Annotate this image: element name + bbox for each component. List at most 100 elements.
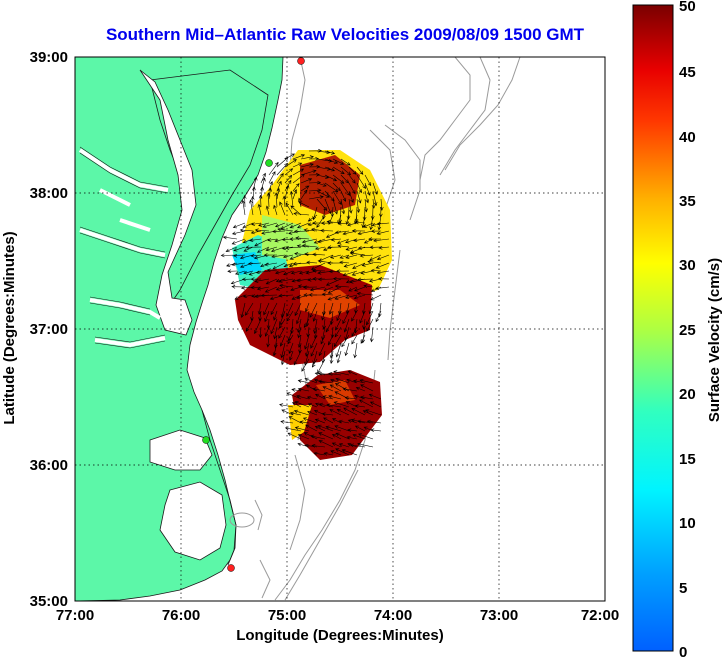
velocity-arrow — [351, 334, 358, 345]
velocity-arrow — [276, 187, 281, 200]
velocity-arrow — [335, 377, 350, 384]
velocity-arrow — [306, 260, 318, 265]
velocity-arrow — [310, 342, 318, 357]
velocity-arrow — [272, 229, 286, 234]
velocity-arrow — [307, 403, 318, 408]
velocity-arrow — [301, 238, 318, 244]
velocity-arrow — [354, 425, 366, 432]
velocity-arrow — [308, 188, 322, 193]
velocity-arrow — [368, 393, 382, 400]
velocity-arrow — [332, 158, 345, 165]
velocity-arrow — [345, 294, 358, 299]
velocity-arrow — [282, 195, 287, 208]
velocity-arrow — [332, 190, 342, 205]
velocity-arrow — [348, 182, 356, 195]
velocity-arrow — [359, 254, 374, 258]
velocity-arrow — [338, 419, 350, 424]
x-axis-label: Longitude (Degrees:Minutes) — [236, 627, 444, 644]
x-tick-label: 72:00 — [581, 607, 619, 624]
velocity-arrow — [303, 318, 310, 328]
x-tick-label: 77:00 — [56, 607, 94, 624]
velocity-arrow — [368, 278, 382, 283]
velocity-arrow — [352, 433, 366, 440]
velocity-arrow — [257, 203, 262, 216]
velocity-arrow — [325, 318, 334, 333]
velocity-arrow — [231, 262, 246, 267]
velocity-arrow — [357, 419, 374, 424]
velocity-arrow — [256, 246, 270, 253]
velocity-arrow — [320, 221, 334, 225]
velocity-arrow — [334, 425, 350, 432]
velocity-arrow — [363, 238, 374, 244]
velocity-arrow — [292, 183, 300, 192]
velocity-arrow — [286, 392, 302, 400]
colorbar-tick: 15 — [679, 451, 696, 468]
velocity-arrow — [335, 318, 342, 331]
velocity-arrow — [305, 384, 318, 392]
velocity-arrow — [252, 176, 258, 192]
velocity-arrow — [375, 286, 390, 291]
velocity-arrow — [311, 358, 318, 368]
velocity-arrow — [356, 166, 364, 175]
velocity-arrow — [342, 387, 358, 392]
velocity-arrow — [334, 294, 350, 300]
velocity-arrow — [354, 404, 366, 408]
velocity-arrow — [327, 261, 342, 265]
velocity-arrows — [220, 148, 390, 456]
velocity-arrow — [278, 318, 286, 329]
colorbar-tick: 10 — [679, 515, 696, 532]
velocity-arrow — [296, 222, 310, 229]
colorbar-tick: 0 — [679, 644, 687, 659]
velocity-arrow — [327, 294, 342, 301]
velocity-arrow — [361, 262, 374, 267]
site-marker — [265, 159, 273, 167]
velocity-arrow — [308, 157, 320, 161]
velocity-arrow — [284, 174, 293, 184]
velocity-arrow — [258, 222, 270, 227]
velocity-arrow — [300, 163, 314, 168]
velocity-arrow — [296, 310, 302, 325]
velocity-arrow — [322, 395, 334, 400]
velocity-arrow — [276, 157, 289, 168]
velocity-arrow — [286, 302, 294, 317]
velocity-arrow — [255, 270, 270, 275]
velocity-arrow — [323, 417, 334, 424]
velocity-arrow — [376, 222, 390, 226]
velocity-arrow — [280, 350, 286, 366]
velocity-arrow — [336, 238, 350, 244]
velocity-arrow — [316, 182, 327, 187]
velocity-arrow — [253, 254, 270, 260]
velocity-arrow — [321, 412, 334, 416]
velocity-arrow — [335, 432, 350, 440]
x-tick-label: 73:00 — [480, 607, 518, 624]
chart-title: Southern Mid–Atlantic Raw Velocities 200… — [106, 25, 585, 44]
velocity-arrow — [310, 434, 326, 440]
velocity-arrow — [258, 194, 263, 208]
velocity-arrow — [312, 206, 318, 221]
velocity-arrow — [364, 174, 372, 187]
river-edges — [79, 146, 169, 349]
velocity-arrow — [273, 334, 278, 349]
velocity-arrow — [370, 294, 382, 301]
velocity-arrow — [334, 230, 350, 235]
velocity-arrow — [276, 173, 284, 184]
velocity-arrow — [233, 253, 246, 258]
velocity-arrow — [366, 419, 382, 424]
velocity-arrow — [318, 402, 334, 408]
velocity-arrow — [318, 379, 334, 384]
velocity-arrow — [301, 243, 318, 248]
velocity-region — [300, 290, 360, 318]
velocity-arrow — [311, 262, 326, 270]
velocity-arrow — [351, 408, 366, 416]
velocity-arrow — [292, 261, 310, 266]
velocity-arrow — [243, 246, 254, 252]
velocity-arrow — [234, 270, 246, 275]
velocity-arrow — [348, 174, 356, 184]
velocity-arrow — [318, 440, 334, 448]
velocity-arrow — [369, 254, 382, 261]
velocity-arrow — [294, 401, 310, 408]
velocity-arrow — [336, 310, 342, 322]
velocity-arrow — [324, 158, 339, 164]
velocity-arrow — [264, 310, 270, 323]
velocity-arrow — [344, 396, 358, 400]
